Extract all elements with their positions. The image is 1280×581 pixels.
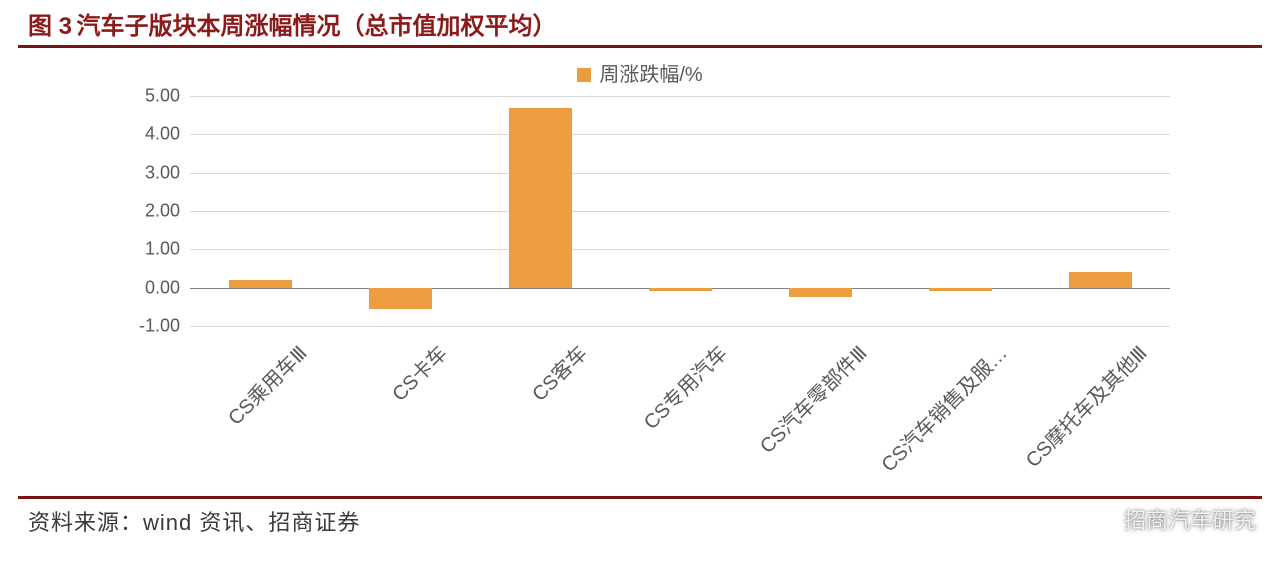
x-tick-label: CS专用汽车 bbox=[570, 338, 732, 500]
gridline bbox=[190, 173, 1170, 174]
x-tick-label: CS乘用车Ⅲ bbox=[150, 338, 312, 500]
bar bbox=[929, 288, 992, 292]
source-text: wind 资讯、招商证券 bbox=[143, 510, 360, 535]
legend-swatch bbox=[577, 68, 591, 82]
y-tick-label: 3.00 bbox=[145, 162, 180, 183]
figure-number: 图 3 bbox=[28, 13, 72, 40]
x-tick-label: CS汽车零部件Ⅲ bbox=[710, 338, 872, 500]
plot-region: -1.000.001.002.003.004.005.00CS乘用车ⅢCS卡车C… bbox=[190, 96, 1170, 326]
x-tick-label: CS汽车销售及服… bbox=[850, 338, 1012, 500]
bar bbox=[1069, 272, 1132, 287]
y-tick-label: 1.00 bbox=[145, 239, 180, 260]
bar bbox=[229, 280, 292, 288]
source-row: 资料来源：wind 资讯、招商证券 bbox=[0, 499, 1280, 537]
x-tick-label: CS卡车 bbox=[290, 338, 452, 500]
bar bbox=[789, 288, 852, 298]
bar bbox=[649, 288, 712, 291]
gridline bbox=[190, 96, 1170, 97]
figure-title-row: 图 3 汽车子版块本周涨幅情况（总市值加权平均） bbox=[0, 0, 1280, 45]
bar bbox=[369, 288, 432, 309]
y-tick-label: -1.00 bbox=[139, 316, 180, 337]
y-tick-label: 0.00 bbox=[145, 277, 180, 298]
gridline bbox=[190, 134, 1170, 135]
y-tick-label: 5.00 bbox=[145, 86, 180, 107]
bar bbox=[509, 108, 572, 288]
y-tick-label: 2.00 bbox=[145, 201, 180, 222]
figure-title: 汽车子版块本周涨幅情况（总市值加权平均） bbox=[76, 13, 556, 40]
y-tick-label: 4.00 bbox=[145, 124, 180, 145]
x-tick-label: CS客车 bbox=[430, 338, 592, 500]
gridline bbox=[190, 211, 1170, 212]
x-tick-label: CS摩托车及其他Ⅲ bbox=[990, 338, 1152, 500]
top-rule bbox=[18, 45, 1262, 48]
source-label: 资料来源： bbox=[28, 510, 143, 535]
gridline bbox=[190, 326, 1170, 327]
gridline bbox=[190, 249, 1170, 250]
chart-area: 周涨跌幅/% -1.000.001.002.003.004.005.00CS乘用… bbox=[40, 56, 1240, 496]
legend: 周涨跌幅/% bbox=[40, 56, 1240, 87]
legend-label: 周涨跌幅/% bbox=[599, 64, 702, 86]
